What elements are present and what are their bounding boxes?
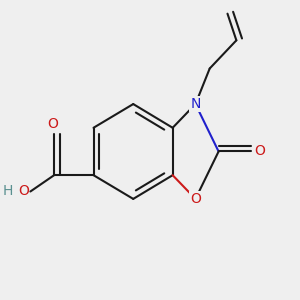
Text: H: H bbox=[3, 184, 13, 199]
Text: O: O bbox=[18, 184, 29, 199]
Text: O: O bbox=[255, 145, 266, 158]
Text: O: O bbox=[47, 117, 58, 131]
Text: N: N bbox=[190, 97, 201, 111]
Text: O: O bbox=[190, 192, 201, 206]
